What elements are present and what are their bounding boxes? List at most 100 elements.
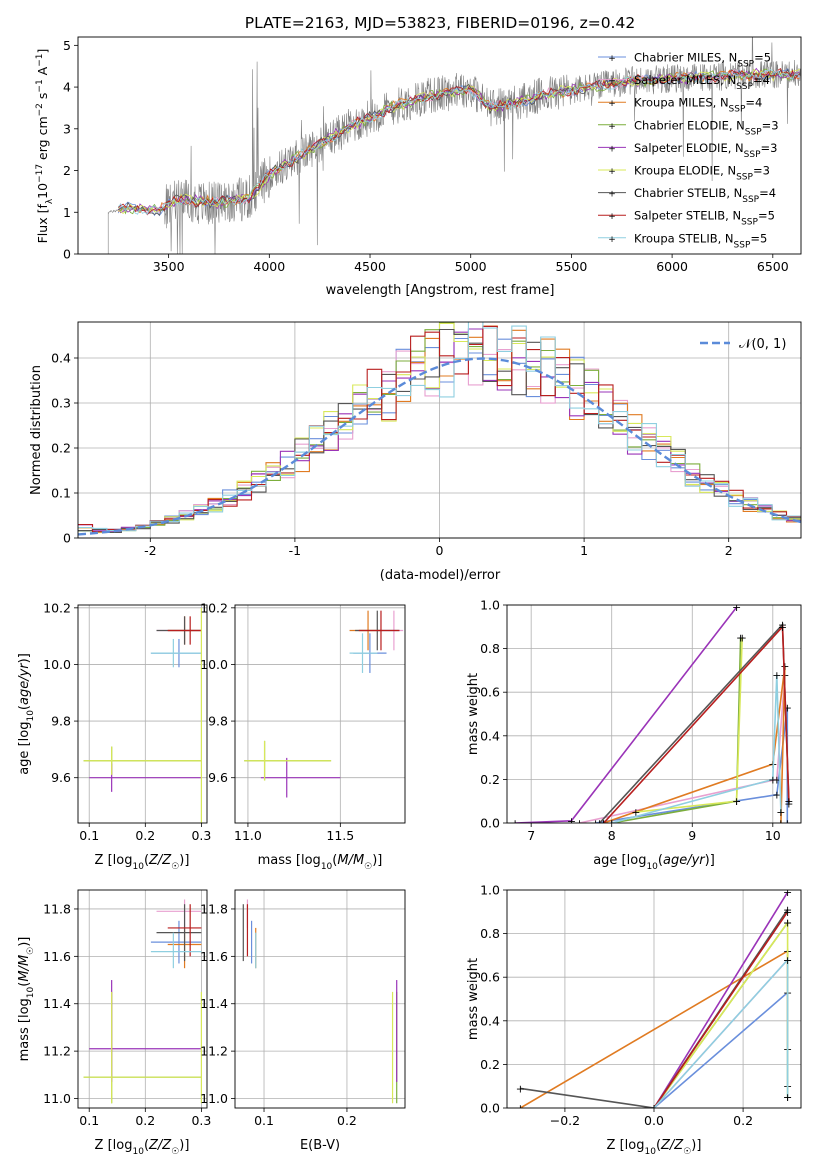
axes-frame [234,889,406,1109]
model-spectrum [117,69,801,215]
x-tick-label: 0.2 [733,1113,753,1128]
y-tick-label: 0.3 [51,396,71,411]
label-part: λ [45,198,55,204]
label-part: s [35,93,50,104]
y-tick-label: 11.2 [200,1044,228,1059]
weight-marker: + [732,601,741,614]
axes-frame [77,604,208,824]
label-part: SSP [736,82,753,92]
legend-marker: + [608,212,616,222]
label-part: Z/Z [148,1138,172,1153]
legend-marker: + [608,167,616,177]
legend-entry: Salpeter ELODIE, NSSP=3 [634,141,777,160]
x-tick-label: 11.5 [326,828,354,843]
x-tick-label: 7 [527,828,535,843]
label-part: ( [144,1138,149,1153]
weight-marker: + [783,701,792,714]
legend-entry: Kroupa MILES, NSSP=4 [634,96,762,115]
label-part: Z/Z [148,853,172,868]
weight-marker: + [631,806,640,819]
legend-marker: + [608,122,616,132]
x-axis-label: (data-model)/error [380,568,501,583]
label-part: ( [144,853,149,868]
x-tick-label: 0.2 [337,1113,357,1128]
y-tick-label: 11.6 [43,949,71,964]
weight-line [611,674,782,823]
x-axis-label: mass [log10(M/M☉)] [258,853,383,872]
weight-marker: + [516,1102,525,1115]
legend-marker: + [608,77,616,87]
legend-entry: Chabrier STELIB, NSSP=4 [634,186,776,205]
y-tick-label: 0.2 [51,441,71,456]
label-part: −2 [35,103,45,116]
axes-frame [234,604,406,824]
weight-marker: + [736,632,745,645]
label-part: Kroupa STELIB, N [634,231,734,245]
label-part: =5 [750,231,767,245]
y-tick-label: 0.8 [480,926,500,941]
y-axis-label: Normed distribution [29,365,44,495]
label-part: Kroupa MILES, N [634,96,729,110]
x-tick-label: 0.2 [135,1113,155,1128]
y-tick-label: 11.6 [200,949,228,964]
label-part: =3 [762,118,779,132]
legend-entry: Salpeter MILES, NSSP=4 [634,73,770,92]
y-tick-label: 10.2 [200,600,228,615]
legend-marker: + [608,190,616,200]
weight-line [653,891,789,1108]
label-part: Salpeter ELODIE, N [634,141,744,155]
weight-line [603,665,786,823]
legend-entry: Kroupa STELIB, NSSP=5 [634,231,767,250]
weight-marker: + [649,1102,658,1115]
label-part: ( [656,1138,661,1153]
x-tick-label: 0.0 [644,1113,664,1128]
label-part: ☉ [683,1147,691,1157]
label-part: Chabrier ELODIE, N [634,118,745,132]
weight-marker: + [649,1102,658,1115]
panel-5: 0.1 0.2 0.311.011.211.411.611.8Z [log10(Z/… [17,889,211,1157]
label-part: =3 [761,141,778,155]
x-axis-label: Z [log10(Z/Z☉)] [95,853,190,872]
weight-marker: + [649,1102,658,1115]
label-part: SSP [729,105,746,115]
weight-marker: + [649,1102,658,1115]
weight-marker: + [780,660,789,673]
weight-marker: + [772,789,781,802]
label-part: −1 [35,79,45,92]
label-part: age/yr [663,853,706,868]
x-tick-label: 6000 [656,259,688,274]
label-part: A [35,66,50,79]
label-part: Kroupa ELODIE, N [634,164,736,178]
figure-title: PLATE=2163, MJD=53823, FIBERID=0196, z=0… [245,14,635,32]
x-tick-label: -2 [144,543,156,558]
label-part: ( [17,982,32,987]
x-tick-label: 6500 [757,259,789,274]
weight-marker: + [607,817,616,830]
x-tick-label: 2 [725,543,733,558]
label-part: SSP [737,60,754,70]
panel-4: +++++++++++++++ +++++++++++++++7 8 9 10 0.0 0.… [466,598,802,872]
label-part: SSP [744,150,761,160]
y-tick-label: 0.6 [480,685,500,700]
y-tick-label: 9.8 [208,714,228,729]
weight-line [520,909,789,1108]
label-part: M/M [17,955,32,982]
x-tick-label: 0.2 [135,828,155,843]
y-tick-label: 10.0 [43,657,71,672]
label-part: )] [179,1138,189,1153]
legend-marker: + [608,144,616,154]
weight-marker: + [772,669,781,682]
panel-3: 11.0 11.5 9.6 9.8 10.0 10.2 mass [log10(M/M☉)] [200,600,406,872]
weight-marker: + [768,773,777,786]
weight-line [579,674,786,823]
y-tick-label: 5 [63,38,71,53]
x-axis-label: Z [log10(Z/Z☉)] [95,1138,190,1157]
y-tick-label: 0 [63,531,71,546]
label-part: 10 [321,862,333,872]
weight-line [515,606,738,823]
x-tick-label: 10 [765,828,781,843]
weight-line [653,957,789,1108]
label-part: mass [log [17,998,32,1061]
y-tick-label: 10.2 [43,600,71,615]
